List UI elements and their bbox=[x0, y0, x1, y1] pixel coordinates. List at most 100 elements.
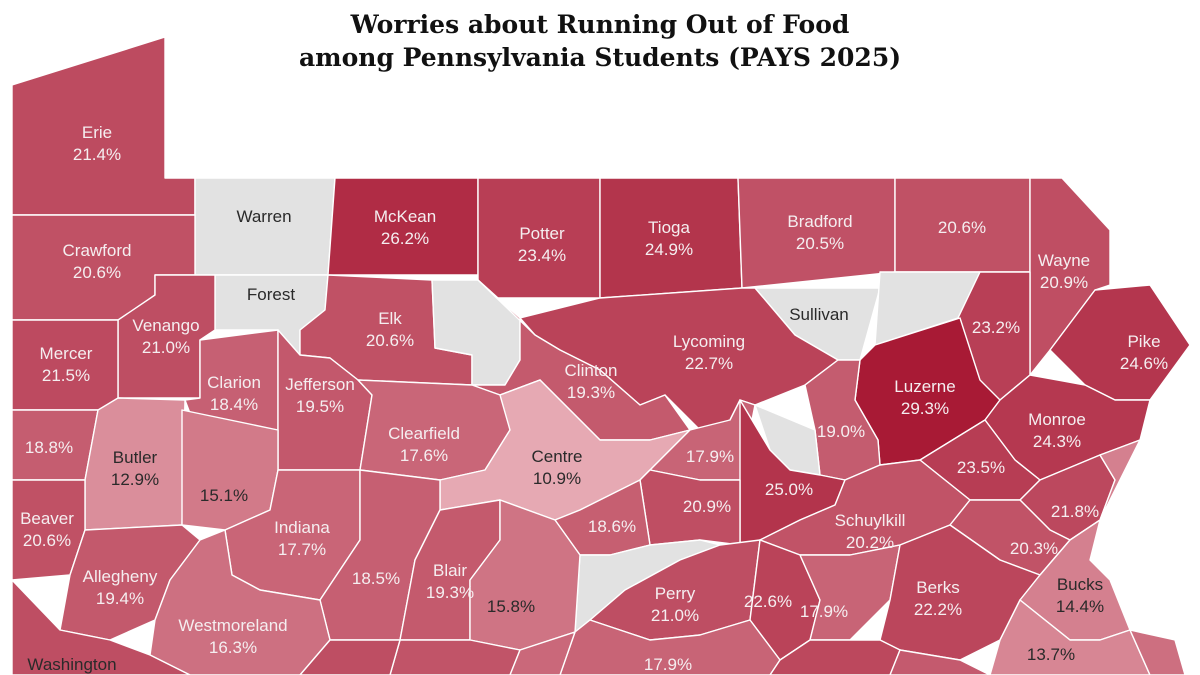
county-label-lebanon: 17.9% bbox=[800, 602, 848, 621]
county-value: 18.8% bbox=[25, 438, 73, 457]
county-value: 17.9% bbox=[644, 655, 692, 674]
county-fulton bbox=[509, 631, 576, 675]
county-name: Clinton bbox=[565, 361, 618, 380]
county-value: 20.2% bbox=[846, 533, 894, 552]
county-label-sullivan: Sullivan bbox=[789, 305, 849, 324]
county-name: Clarion bbox=[207, 373, 261, 392]
county-label-snyder: 20.9% bbox=[683, 497, 731, 516]
county-value: 15.8% bbox=[487, 597, 535, 616]
county-label-forest: Forest bbox=[247, 285, 295, 304]
county-label-beaver: Beaver 20.6% bbox=[20, 509, 74, 550]
county-value: 26.2% bbox=[381, 229, 429, 248]
county-value: 14.4% bbox=[1056, 597, 1104, 616]
county-label-mckean: McKean 26.2% bbox=[374, 207, 436, 248]
county-value: 20.3% bbox=[1010, 539, 1058, 558]
county-value: 19.5% bbox=[296, 397, 344, 416]
county-label-erie: Erie 21.4% bbox=[73, 123, 121, 164]
county-name: Potter bbox=[519, 224, 565, 243]
map-title: Worries about Running Out of Food among … bbox=[0, 8, 1200, 74]
county-label-blair: Blair 19.3% bbox=[426, 561, 474, 602]
county-value: 17.7% bbox=[278, 540, 326, 559]
county-label-warren: Warren bbox=[236, 207, 291, 226]
county-value: 17.6% bbox=[400, 446, 448, 465]
county-label-mercer: Mercer 21.5% bbox=[40, 344, 93, 385]
county-label-lehigh: 20.3% bbox=[1010, 539, 1058, 558]
county-value: 19.4% bbox=[96, 589, 144, 608]
county-label-washington: Washington bbox=[27, 655, 116, 674]
county-value: 17.9% bbox=[686, 447, 734, 466]
county-label-northumberland: 25.0% bbox=[765, 480, 813, 499]
county-value: 16.3% bbox=[209, 638, 257, 657]
county-name: Mercer bbox=[40, 344, 93, 363]
county-name: Tioga bbox=[648, 218, 690, 237]
county-name: Perry bbox=[655, 584, 696, 603]
county-name: Clearfield bbox=[388, 424, 460, 443]
county-label-cambria: 18.5% bbox=[352, 569, 400, 588]
county-label-berks: Berks 22.2% bbox=[914, 578, 962, 619]
county-value: 21.8% bbox=[1051, 502, 1099, 521]
county-labels: Erie 21.4% Warren McKean 26.2% Potter 23.4% Tio… bbox=[20, 123, 1168, 674]
county-name: Berks bbox=[916, 578, 959, 597]
county-value: 13.7% bbox=[1027, 645, 1075, 664]
county-label-mifflin: 18.6% bbox=[588, 517, 636, 536]
county-value: 25.0% bbox=[765, 480, 813, 499]
county-label-westmoreland: Westmoreland 16.3% bbox=[178, 616, 287, 657]
county-name: Jefferson bbox=[285, 375, 355, 394]
county-name: Sullivan bbox=[789, 305, 849, 324]
county-delaware bbox=[1129, 629, 1186, 675]
county-value: 23.4% bbox=[518, 246, 566, 265]
county-value: 18.5% bbox=[352, 569, 400, 588]
county-value: 20.6% bbox=[73, 263, 121, 282]
county-label-tioga: Tioga 24.9% bbox=[645, 218, 693, 259]
county-value: 23.2% bbox=[972, 318, 1020, 337]
county-cumberland bbox=[559, 619, 781, 675]
county-label-lycoming: Lycoming 22.7% bbox=[673, 332, 745, 373]
county-value: 20.5% bbox=[796, 234, 844, 253]
title-line-2: among Pennsylvania Students (PAYS 2025) bbox=[298, 43, 902, 72]
county-lebanon bbox=[799, 544, 901, 641]
county-name: Forest bbox=[247, 285, 295, 304]
county-label-susquehanna: 20.6% bbox=[938, 218, 986, 237]
county-label-monroe: Monroe 24.3% bbox=[1028, 410, 1086, 451]
county-warren bbox=[194, 177, 336, 276]
title-line-1: Worries about Running Out of Food bbox=[350, 10, 850, 39]
county-value: 24.3% bbox=[1033, 432, 1081, 451]
county-label-lawrence: 18.8% bbox=[25, 438, 73, 457]
county-name: Venango bbox=[132, 316, 199, 335]
county-label-northampton: 21.8% bbox=[1051, 502, 1099, 521]
county-value: 19.3% bbox=[426, 583, 474, 602]
county-name: Warren bbox=[236, 207, 291, 226]
county-name: Bucks bbox=[1057, 575, 1103, 594]
county-name: Wayne bbox=[1038, 251, 1090, 270]
county-name: Monroe bbox=[1028, 410, 1086, 429]
county-value: 18.4% bbox=[210, 395, 258, 414]
county-value: 10.9% bbox=[533, 469, 581, 488]
county-label-bucks: Bucks 14.4% bbox=[1056, 575, 1104, 616]
county-label-luzerne: Luzerne 29.3% bbox=[894, 377, 955, 418]
county-value: 22.2% bbox=[914, 600, 962, 619]
county-name: Luzerne bbox=[894, 377, 955, 396]
county-somerset bbox=[299, 639, 401, 675]
county-label-indiana: Indiana 17.7% bbox=[274, 518, 330, 559]
county-name: Elk bbox=[378, 309, 402, 328]
county-armstrong bbox=[181, 409, 279, 531]
county-label-wayne: Wayne 20.9% bbox=[1038, 251, 1090, 292]
county-value: 21.0% bbox=[142, 338, 190, 357]
county-value: 23.5% bbox=[957, 458, 1005, 477]
county-label-dauphin: 22.6% bbox=[744, 592, 792, 611]
county-washington bbox=[11, 579, 191, 675]
county-name: McKean bbox=[374, 207, 436, 226]
county-label-venango: Venango 21.0% bbox=[132, 316, 199, 357]
county-label-carbon: 23.5% bbox=[957, 458, 1005, 477]
county-value: 20.9% bbox=[683, 497, 731, 516]
county-label-armstrong: 15.1% bbox=[200, 486, 248, 505]
county-value: 20.6% bbox=[366, 331, 414, 350]
county-label-butler: Butler 12.9% bbox=[111, 448, 159, 489]
county-montgomery bbox=[989, 599, 1151, 675]
county-name: Blair bbox=[433, 561, 467, 580]
county-label-clinton: Clinton 19.3% bbox=[565, 361, 618, 402]
county-value: 21.4% bbox=[73, 145, 121, 164]
county-value: 19.0% bbox=[817, 422, 865, 441]
county-name: Lycoming bbox=[673, 332, 745, 351]
